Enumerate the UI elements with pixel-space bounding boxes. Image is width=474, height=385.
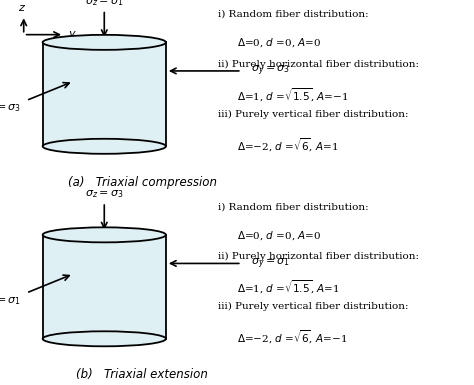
Text: i) Random fiber distribution:: i) Random fiber distribution: [218,202,369,211]
Bar [43,235,166,339]
Text: $\Delta$=−2, $d$ =$\sqrt{6}$, $A$=1: $\Delta$=−2, $d$ =$\sqrt{6}$, $A$=1 [237,137,338,154]
Text: $\sigma_x = \sigma_1$: $\sigma_x = \sigma_1$ [0,295,21,307]
Text: iii) Purely vertical fiber distribution:: iii) Purely vertical fiber distribution: [218,302,409,311]
Text: (a)   Triaxial compression: (a) Triaxial compression [68,176,217,189]
Text: ii) Purely horizontal fiber distribution:: ii) Purely horizontal fiber distribution… [218,60,419,69]
Ellipse shape [43,35,166,50]
Text: ii) Purely horizontal fiber distribution:: ii) Purely horizontal fiber distribution… [218,252,419,261]
Text: $\Delta$=−2, $d$ =$\sqrt{6}$, $A$=−1: $\Delta$=−2, $d$ =$\sqrt{6}$, $A$=−1 [237,329,347,346]
Text: $\sigma_z = \sigma_1$: $\sigma_z = \sigma_1$ [85,0,123,8]
Text: $\Delta$=0, $d$ =0, $A$=0: $\Delta$=0, $d$ =0, $A$=0 [237,229,321,242]
Text: y: y [69,29,75,38]
Ellipse shape [43,331,166,347]
Text: $\Delta$=1, $d$ =$\sqrt{1.5}$, $A$=−1: $\Delta$=1, $d$ =$\sqrt{1.5}$, $A$=−1 [237,87,348,104]
Text: $\sigma_y = \sigma_3$: $\sigma_y = \sigma_3$ [251,64,290,78]
Text: z: z [18,3,24,13]
Text: (b)   Triaxial extension: (b) Triaxial extension [76,368,208,381]
Bar [43,42,166,146]
Text: i) Random fiber distribution:: i) Random fiber distribution: [218,10,369,18]
Text: $\sigma_x = \sigma_3$: $\sigma_x = \sigma_3$ [0,102,21,114]
Text: iii) Purely vertical fiber distribution:: iii) Purely vertical fiber distribution: [218,110,409,119]
Text: $\sigma_y = \sigma_1$: $\sigma_y = \sigma_1$ [251,256,290,271]
Text: $\Delta$=1, $d$ =$\sqrt{1.5}$, $A$=1: $\Delta$=1, $d$ =$\sqrt{1.5}$, $A$=1 [237,279,340,296]
Text: $\Delta$=0, $d$ =0, $A$=0: $\Delta$=0, $d$ =0, $A$=0 [237,37,321,49]
Ellipse shape [43,139,166,154]
Text: $\sigma_z = \sigma_3$: $\sigma_z = \sigma_3$ [85,188,124,200]
Ellipse shape [43,227,166,243]
